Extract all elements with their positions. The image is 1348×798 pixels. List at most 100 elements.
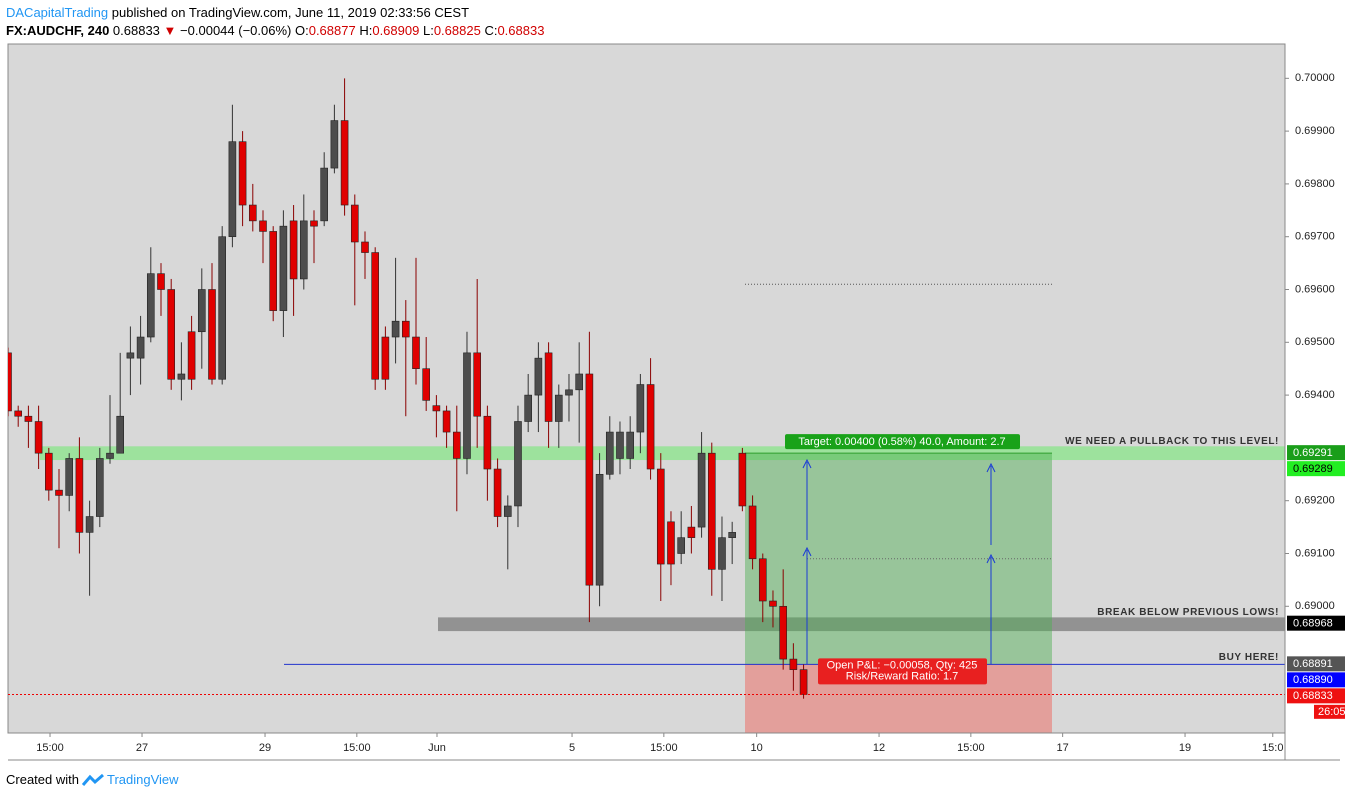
candle-body: [44, 452, 53, 491]
brand[interactable]: TradingView: [106, 772, 179, 787]
candle-body: [799, 669, 808, 695]
candle-body: [167, 289, 175, 380]
candle-body: [320, 167, 328, 222]
candle-body: [493, 468, 502, 517]
candle-body: [208, 289, 216, 380]
candle-body: [350, 204, 359, 243]
author[interactable]: DACapitalTrading: [6, 5, 109, 20]
price-badge-label: 0.68891: [1293, 658, 1333, 670]
rr-label: Risk/Reward Ratio: 1.7: [846, 670, 959, 682]
annotation: BUY HERE!: [1219, 652, 1279, 663]
x-tick-label: 15:00: [343, 742, 371, 754]
header: DACapitalTrading published on TradingVie…: [6, 4, 544, 40]
candle-body: [554, 394, 563, 422]
candle-body: [146, 273, 155, 338]
candle-body: [728, 532, 736, 538]
candle-body: [463, 352, 471, 459]
candle-body: [401, 320, 410, 338]
candle-body: [442, 410, 451, 433]
created: Created with: [6, 772, 79, 787]
pnl-box: [818, 658, 987, 685]
candle-body: [738, 452, 747, 507]
candle-body: [667, 521, 675, 565]
candle-body: [646, 384, 655, 470]
candle-body: [656, 468, 665, 565]
candle-body: [748, 505, 757, 560]
candle-body: [534, 357, 543, 396]
x-tick-label: 27: [136, 742, 148, 754]
candle-body: [106, 452, 114, 459]
price-badge-label: 0.69289: [1293, 463, 1333, 475]
y-tick-label: 0.70000: [1295, 72, 1335, 84]
symbol: FX:AUDCHF, 240: [6, 23, 110, 38]
candle-body: [707, 452, 716, 570]
candle-body: [585, 373, 594, 586]
candle-body: [177, 373, 186, 380]
candle-body: [514, 421, 522, 507]
candle-body: [636, 384, 645, 433]
x-tick-label: 12: [873, 742, 885, 754]
x-tick-label: 10: [751, 742, 763, 754]
published: published on TradingView.com, June 11, 2…: [111, 5, 470, 20]
candle-body: [116, 415, 124, 454]
ohlc-value: 0.68825: [433, 23, 481, 38]
y-tick-label: 0.69100: [1295, 547, 1335, 559]
candle-body: [279, 225, 288, 311]
price-badge-label: 0.68833: [1293, 690, 1333, 702]
ohlc-value: 0.68877: [308, 23, 356, 38]
candle-body: [616, 431, 624, 459]
x-tick-label: Jun: [428, 742, 446, 754]
candle-body: [789, 658, 798, 670]
pnl-label: Open P&L: −0.00058, Qty: 425: [827, 659, 978, 671]
logo: [81, 773, 104, 786]
candle-body: [758, 558, 767, 602]
candle-body: [718, 537, 726, 570]
candle-body: [34, 421, 43, 454]
candle-body: [55, 489, 63, 496]
price-badge: [1287, 656, 1345, 672]
candle-body: [157, 273, 165, 290]
candle-body: [65, 458, 73, 496]
ohlc-value: 0.68909: [372, 23, 420, 38]
candle-body: [422, 368, 430, 401]
candle-body: [238, 141, 247, 206]
ohlc-label: C:: [484, 23, 498, 38]
candle-body: [8, 352, 12, 412]
countdown-badge: [1314, 704, 1345, 719]
candle-body: [452, 431, 461, 459]
candle-body: [24, 415, 33, 422]
candle-body: [544, 352, 553, 422]
candle-body: [228, 141, 237, 238]
candle-body: [289, 220, 298, 280]
candle-body: [340, 120, 349, 206]
arrows: [802, 458, 996, 664]
candle-body: [269, 231, 277, 311]
candle-body: [575, 373, 583, 391]
candle-body: [697, 452, 706, 528]
ohlc-label: O:: [294, 23, 309, 38]
change: −0.00044 (−0.06%): [180, 23, 292, 38]
candle-body: [75, 458, 84, 533]
y-tick-label: 0.69800: [1295, 178, 1335, 190]
candle-body: [626, 431, 634, 459]
price-badge: [1287, 615, 1345, 631]
countdown: 26:05: [1318, 706, 1346, 718]
target-label: Target: 0.00400 (0.58%) 40.0, Amount: 2.…: [798, 436, 1005, 448]
x-tick-label: 15:00: [650, 742, 678, 754]
y-tick-label: 0.69400: [1295, 389, 1335, 401]
candle-body: [371, 252, 379, 380]
price-badge: [1287, 672, 1345, 688]
candle-body: [677, 537, 685, 554]
candle-body: [218, 236, 226, 380]
overlay: WE NEED A PULLBACK TO THIS LEVEL! BREAK B…: [785, 434, 1279, 685]
candle-body: [473, 352, 481, 417]
candle-body: [197, 289, 206, 333]
candle-body: [85, 516, 94, 533]
price-badge: [1287, 461, 1345, 477]
plot: [8, 78, 1285, 733]
candle-body: [503, 505, 512, 517]
ohlc-value: 0.68833: [497, 23, 545, 38]
break-zone: [438, 617, 1285, 632]
price-badge: [1287, 445, 1345, 461]
